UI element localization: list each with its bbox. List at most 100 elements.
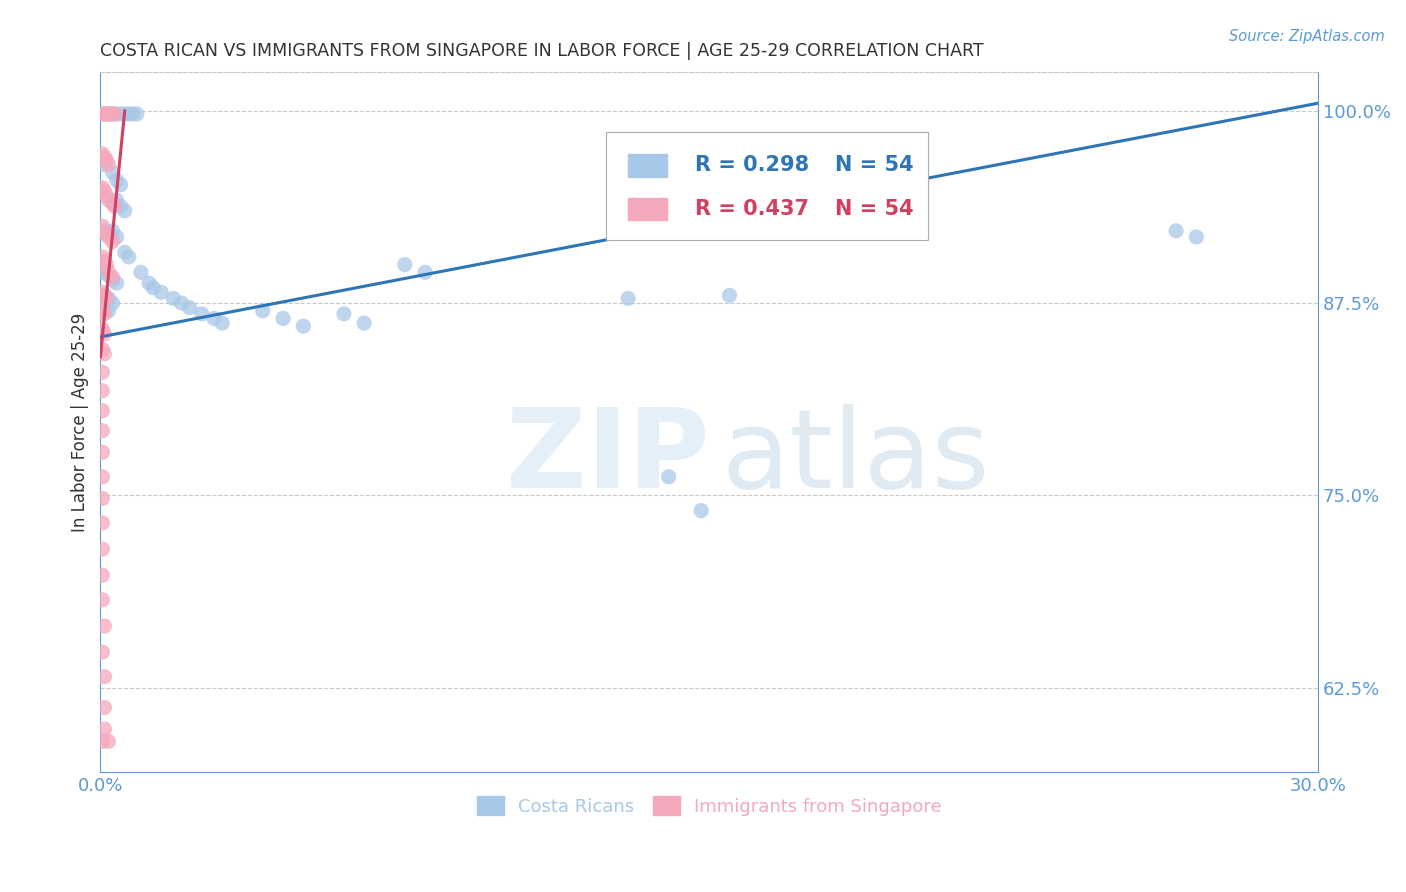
Point [138,276,160,290]
Text: COSTA RICAN VS IMMIGRANTS FROM SINGAPORE IN LABOR FORCE | AGE 25-29 CORRELATION : COSTA RICAN VS IMMIGRANTS FROM SINGAPORE… [100,42,984,60]
Point [96,292,118,306]
Point [93,301,115,315]
Point [121,107,143,121]
Point [91,180,114,194]
Point [191,307,214,321]
Point [97,158,120,172]
Point [690,503,713,517]
Legend: Costa Ricans, Immigrants from Singapore: Costa Ricans, Immigrants from Singapore [477,797,942,815]
Point [125,107,148,121]
Point [96,227,118,241]
Point [97,268,120,283]
Point [91,424,114,438]
Point [97,107,120,121]
Text: R = 0.437: R = 0.437 [695,199,808,219]
Point [118,107,141,121]
Point [91,365,114,379]
Point [103,199,125,213]
Point [93,347,115,361]
Point [105,230,128,244]
Point [93,254,115,268]
Point [114,107,136,121]
Point [91,542,114,557]
Point [97,107,120,121]
Point [101,107,124,121]
FancyBboxPatch shape [627,198,666,220]
Point [91,403,114,417]
Point [129,265,152,279]
Text: N = 54: N = 54 [835,155,914,176]
Point [93,288,115,302]
Point [96,107,118,121]
Point [170,296,193,310]
Point [91,147,114,161]
Point [97,734,120,748]
Point [617,292,640,306]
Point [103,107,125,121]
Point [114,245,136,260]
Point [97,292,120,306]
Point [202,311,225,326]
Point [162,292,184,306]
Point [96,258,118,272]
Text: R = 0.298: R = 0.298 [695,155,808,176]
Point [150,285,173,300]
Point [91,734,114,748]
Point [93,326,115,341]
Point [91,592,114,607]
Point [101,165,124,179]
Point [114,203,136,218]
Point [93,224,115,238]
Point [97,303,120,318]
Point [91,250,114,264]
Point [93,265,115,279]
Point [718,288,741,302]
Point [97,230,120,244]
Point [97,265,120,279]
Point [110,107,132,121]
Point [96,153,118,167]
Text: ZIP: ZIP [506,404,709,511]
Point [110,199,132,213]
Point [105,173,128,187]
Point [118,250,141,264]
Point [93,670,115,684]
Point [91,342,114,356]
Point [93,107,115,121]
Point [179,301,201,315]
Point [101,107,124,121]
Text: Source: ZipAtlas.com: Source: ZipAtlas.com [1229,29,1385,44]
Y-axis label: In Labor Force | Age 25-29: In Labor Force | Age 25-29 [72,312,89,532]
Point [353,316,375,330]
Point [93,619,115,633]
Point [105,276,128,290]
Point [91,303,114,318]
Point [93,158,115,172]
Point [1185,230,1208,244]
Point [93,722,115,736]
Point [101,196,124,211]
Point [93,184,115,198]
Point [93,150,115,164]
Point [91,322,114,336]
Point [292,319,315,334]
Point [271,311,294,326]
Point [91,491,114,506]
Point [93,107,115,121]
Point [413,265,436,279]
Point [105,193,128,207]
Point [96,188,118,202]
Point [211,316,233,330]
Point [91,516,114,530]
Point [97,227,120,241]
Point [91,470,114,484]
Point [93,307,115,321]
Point [1164,224,1187,238]
Point [110,178,132,192]
Point [91,645,114,659]
Point [101,224,124,238]
Point [91,445,114,459]
Point [93,288,115,302]
Point [97,193,120,207]
FancyBboxPatch shape [606,132,928,240]
